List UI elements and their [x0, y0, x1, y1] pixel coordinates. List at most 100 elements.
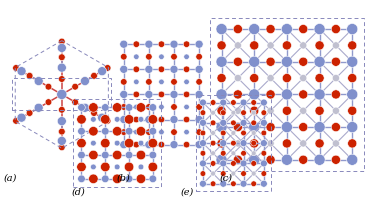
Circle shape	[77, 175, 85, 183]
Circle shape	[134, 80, 139, 85]
Circle shape	[261, 110, 267, 116]
Circle shape	[121, 129, 127, 136]
Circle shape	[113, 103, 122, 113]
Circle shape	[77, 104, 85, 112]
Circle shape	[58, 144, 65, 151]
Circle shape	[138, 117, 144, 123]
Circle shape	[261, 180, 267, 187]
Circle shape	[58, 129, 65, 135]
Circle shape	[101, 128, 109, 135]
Circle shape	[281, 57, 293, 68]
Circle shape	[220, 120, 227, 127]
Circle shape	[266, 123, 275, 132]
Circle shape	[133, 42, 139, 48]
Circle shape	[159, 130, 164, 135]
Circle shape	[138, 141, 144, 146]
Circle shape	[146, 129, 152, 136]
Circle shape	[91, 73, 97, 80]
Circle shape	[158, 92, 165, 98]
Circle shape	[261, 171, 267, 177]
Circle shape	[217, 42, 226, 51]
Circle shape	[282, 74, 292, 83]
Circle shape	[97, 67, 107, 76]
Circle shape	[261, 100, 267, 106]
Circle shape	[57, 44, 66, 53]
Circle shape	[300, 140, 307, 147]
Circle shape	[145, 41, 153, 49]
Circle shape	[120, 41, 128, 49]
Circle shape	[114, 117, 120, 123]
Circle shape	[251, 161, 256, 166]
Circle shape	[200, 160, 206, 167]
Circle shape	[101, 175, 109, 183]
Circle shape	[57, 117, 66, 126]
Circle shape	[183, 117, 190, 123]
Circle shape	[200, 180, 206, 187]
Circle shape	[233, 155, 242, 164]
Circle shape	[184, 55, 189, 60]
Circle shape	[267, 43, 274, 50]
Circle shape	[250, 139, 259, 148]
Circle shape	[89, 103, 98, 113]
Circle shape	[240, 160, 247, 167]
Circle shape	[158, 67, 165, 73]
Circle shape	[91, 110, 97, 117]
Circle shape	[159, 55, 164, 60]
Circle shape	[211, 151, 215, 156]
Circle shape	[234, 75, 241, 82]
Circle shape	[299, 58, 308, 67]
Circle shape	[216, 122, 227, 133]
Circle shape	[231, 131, 236, 136]
Circle shape	[100, 115, 110, 124]
Circle shape	[134, 105, 139, 110]
Circle shape	[231, 161, 236, 166]
Circle shape	[220, 100, 227, 106]
Circle shape	[281, 24, 293, 35]
Circle shape	[145, 66, 153, 74]
Circle shape	[57, 90, 67, 100]
Circle shape	[113, 174, 122, 184]
Circle shape	[121, 79, 127, 86]
Circle shape	[266, 90, 275, 100]
Circle shape	[217, 74, 226, 83]
Circle shape	[101, 152, 109, 159]
Circle shape	[57, 64, 66, 73]
Circle shape	[241, 130, 246, 136]
Circle shape	[34, 77, 43, 86]
Circle shape	[240, 120, 247, 127]
Circle shape	[170, 41, 178, 49]
Circle shape	[58, 55, 65, 61]
Circle shape	[233, 123, 242, 132]
Circle shape	[200, 130, 206, 136]
Circle shape	[170, 116, 178, 124]
Circle shape	[299, 25, 308, 35]
Circle shape	[134, 130, 139, 135]
Circle shape	[196, 54, 202, 61]
Circle shape	[300, 43, 307, 50]
Circle shape	[314, 24, 325, 35]
Circle shape	[125, 128, 133, 135]
Circle shape	[148, 139, 158, 148]
Circle shape	[282, 42, 292, 51]
Circle shape	[220, 140, 227, 147]
Circle shape	[149, 175, 157, 183]
Circle shape	[210, 181, 216, 187]
Circle shape	[211, 171, 215, 176]
Circle shape	[220, 160, 227, 167]
Circle shape	[261, 130, 267, 136]
Circle shape	[136, 150, 146, 160]
Circle shape	[196, 104, 202, 111]
Circle shape	[195, 41, 203, 49]
Circle shape	[250, 107, 259, 116]
Circle shape	[120, 141, 128, 149]
Circle shape	[200, 171, 206, 177]
Circle shape	[249, 122, 260, 133]
Circle shape	[80, 104, 89, 113]
Circle shape	[332, 75, 339, 82]
Circle shape	[121, 104, 127, 111]
Circle shape	[210, 161, 216, 166]
Circle shape	[120, 91, 128, 99]
Circle shape	[149, 104, 157, 112]
Circle shape	[158, 117, 165, 123]
Circle shape	[267, 140, 274, 147]
